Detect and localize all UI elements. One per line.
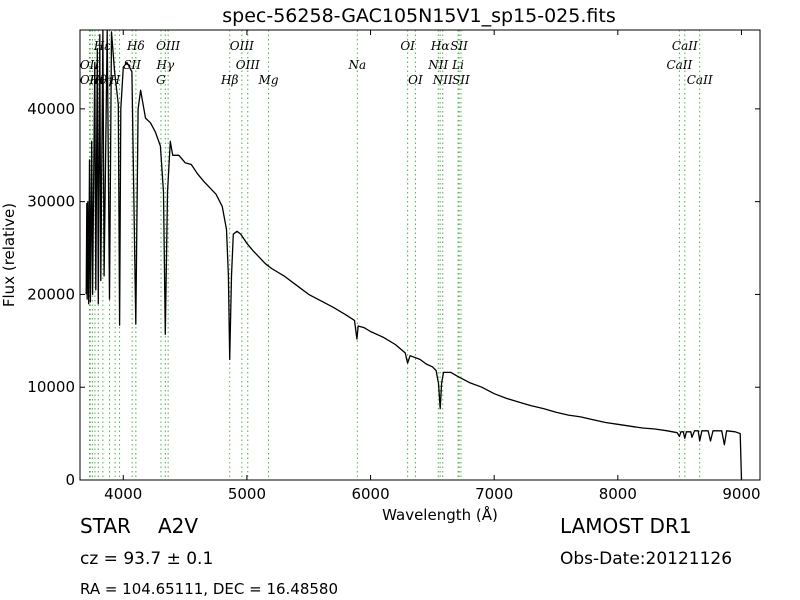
survey-name: LAMOST DR1 bbox=[560, 514, 692, 538]
y-tick-label: 20000 bbox=[27, 285, 75, 303]
spectral-line-label: Li bbox=[451, 58, 464, 72]
chart-title: spec-56258-GAC105N15V1_sp15-025.fits bbox=[222, 5, 616, 27]
axis-ticks-group: 4000 5000 6000 7000 8000 9000 0 10000 20000 30000… bbox=[27, 30, 761, 503]
spectral-line-label: Na bbox=[347, 58, 366, 72]
spectral-line-label: Mg bbox=[258, 73, 279, 87]
spectral-line-label: OIII bbox=[230, 39, 254, 53]
redshift-value: cz = 93.7 ± 0.1 bbox=[80, 549, 214, 569]
y-axis-label: Flux (relative) bbox=[0, 203, 18, 307]
spectral-line-label: OII bbox=[80, 58, 100, 72]
y-tick-label: 40000 bbox=[27, 100, 75, 118]
x-tick-label: 8000 bbox=[599, 485, 637, 503]
x-tick-label: 4000 bbox=[104, 485, 142, 503]
observation-date: Obs-Date:20121126 bbox=[560, 549, 733, 569]
spectrum-line bbox=[85, 29, 743, 481]
spectral-line-label: CaII bbox=[687, 73, 713, 87]
spectral-subclass: A2V bbox=[158, 514, 199, 538]
coordinates: RA = 104.65111, DEC = 16.48580 bbox=[80, 580, 339, 598]
spectral-line-label: SII bbox=[452, 73, 470, 87]
spectrum-series-group bbox=[85, 29, 743, 481]
x-axis-label: Wavelength (Å) bbox=[382, 505, 498, 524]
spectral-line-label: OI bbox=[408, 73, 423, 87]
spectral-line-label: NII bbox=[432, 73, 453, 87]
plot-frame bbox=[79, 29, 761, 481]
spectral-line-label: Hγ bbox=[155, 58, 174, 72]
spectral-line-label: SII bbox=[450, 39, 468, 53]
spectral-line-label: Hβ bbox=[220, 73, 238, 87]
marker-lines-group bbox=[89, 30, 701, 480]
spectral-line-label: SII bbox=[123, 58, 141, 72]
spectral-line-label: Hδ bbox=[126, 39, 145, 53]
object-type: STAR bbox=[80, 514, 131, 538]
spectral-line-label: OIII bbox=[156, 39, 180, 53]
y-tick-label: 10000 bbox=[27, 378, 75, 396]
spectral-line-label: H bbox=[109, 73, 121, 87]
spectral-line-label: CaII bbox=[666, 58, 692, 72]
spectral-line-label: NII bbox=[427, 58, 448, 72]
x-tick-label: 7000 bbox=[475, 485, 513, 503]
spectral-line-label: G bbox=[156, 73, 166, 87]
spectral-line-label: CaII bbox=[672, 39, 698, 53]
spectral-line-label: Hα bbox=[430, 39, 450, 53]
x-tick-label: 9000 bbox=[722, 485, 760, 503]
x-tick-label: 5000 bbox=[228, 485, 266, 503]
y-tick-label: 0 bbox=[65, 471, 75, 489]
x-tick-label: 6000 bbox=[351, 485, 389, 503]
spectral-line-label: OI bbox=[400, 39, 415, 53]
y-tick-label: 30000 bbox=[27, 193, 75, 211]
spectral-line-label: OIII bbox=[236, 58, 260, 72]
